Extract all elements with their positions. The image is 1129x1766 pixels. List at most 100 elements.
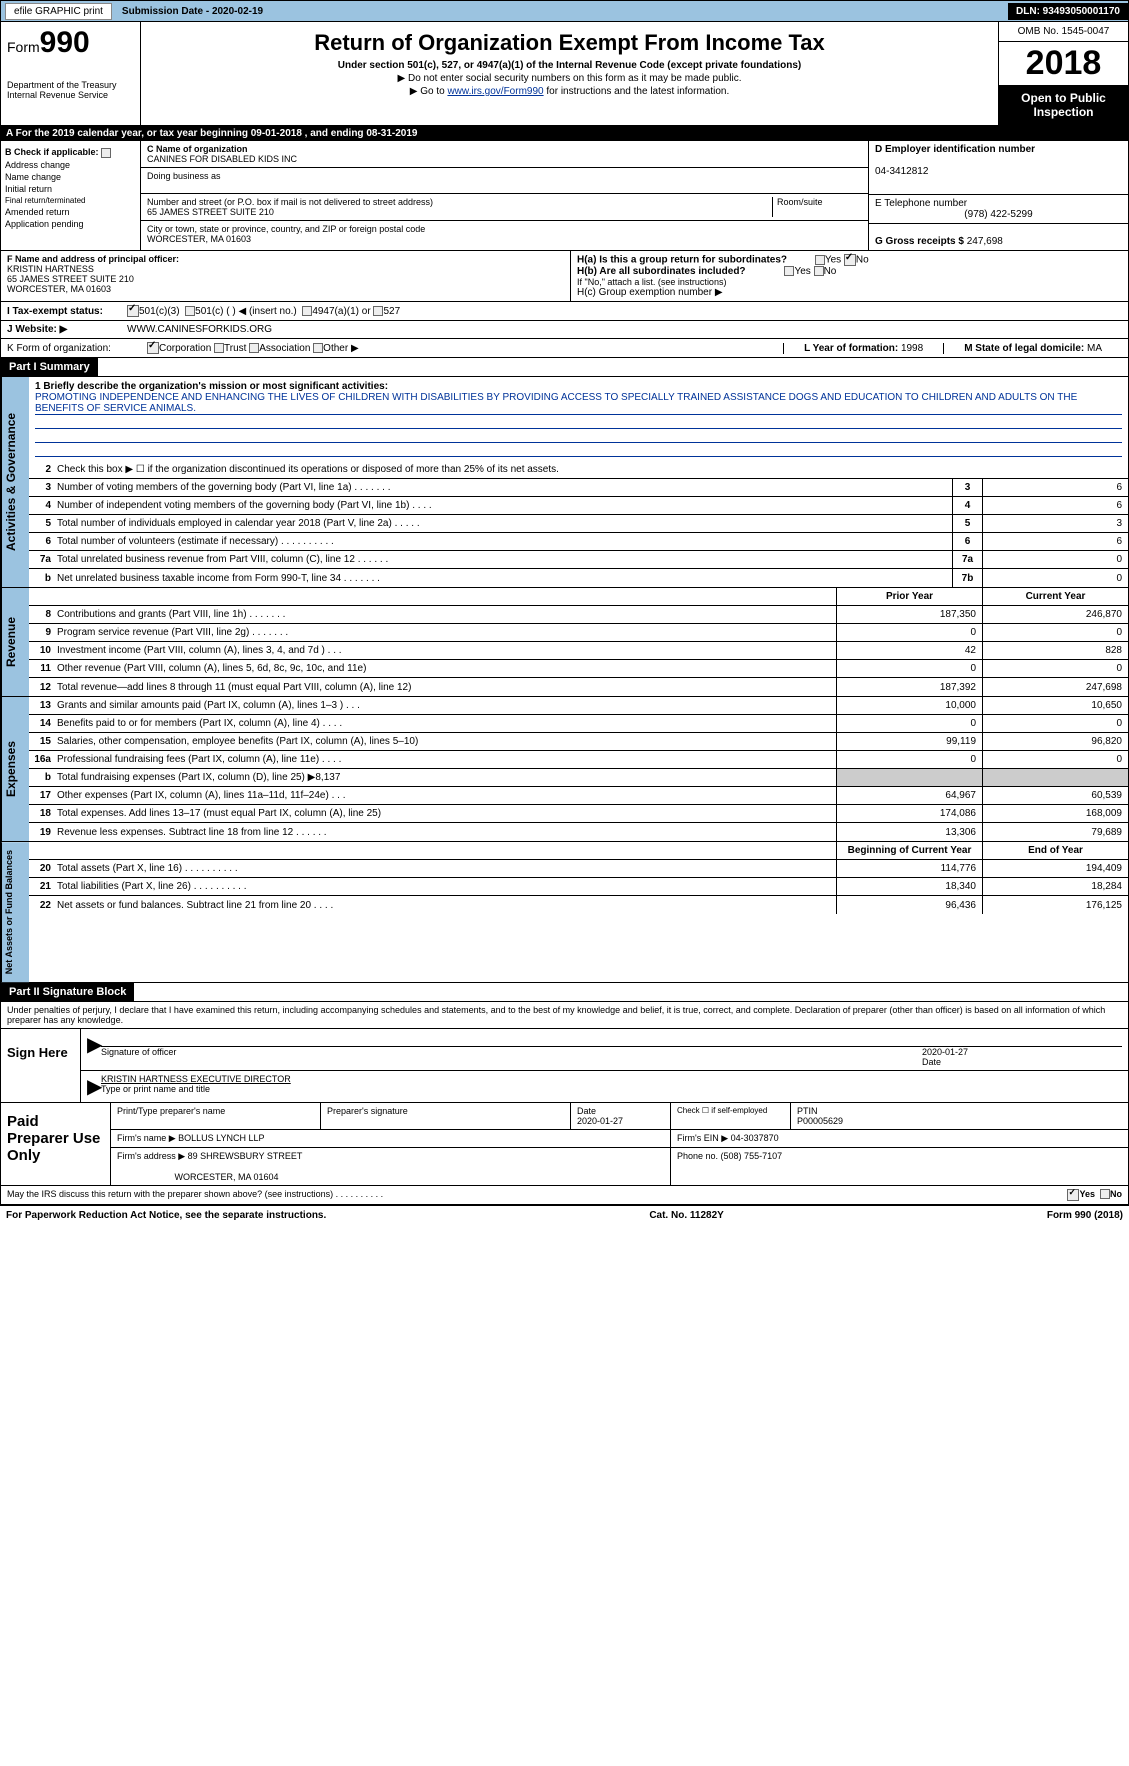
signature-block: Under penalties of perjury, I declare th… — [0, 1002, 1129, 1205]
ha-row: H(a) Is this a group return for subordin… — [577, 254, 1122, 266]
chk-name-change: Name change — [5, 172, 136, 182]
checkbox-icon[interactable] — [784, 266, 794, 276]
table-row: 19Revenue less expenses. Subtract line 1… — [29, 823, 1128, 841]
topbar: efile GRAPHIC print Submission Date - 20… — [0, 0, 1129, 22]
irs-link[interactable]: www.irs.gov/Form990 — [447, 86, 543, 97]
hb-note: If "No," attach a list. (see instruction… — [577, 277, 1122, 287]
checkbox-checked-icon[interactable] — [147, 342, 159, 354]
checkbox-icon[interactable] — [185, 306, 195, 316]
discuss-row: May the IRS discuss this return with the… — [1, 1185, 1128, 1204]
row-a: A For the 2019 calendar year, or tax yea… — [0, 126, 1129, 141]
preparer-row-1: Print/Type preparer's name Preparer's si… — [111, 1103, 1128, 1130]
section-h: H(a) Is this a group return for subordin… — [571, 251, 1128, 301]
part-1-header: Part I Summary — [0, 358, 1129, 377]
table-row: 16aProfessional fundraising fees (Part I… — [29, 751, 1128, 769]
checkbox-icon[interactable] — [313, 343, 323, 353]
chk-initial-return: Initial return — [5, 184, 136, 194]
note-2: ▶ Go to www.irs.gov/Form990 for instruct… — [145, 86, 994, 97]
checkbox-icon[interactable] — [214, 343, 224, 353]
chk-address-change: Address change — [5, 160, 136, 170]
checkbox-checked-icon[interactable] — [844, 254, 856, 266]
dept-label: Department of the Treasury — [7, 80, 134, 90]
footer-right: Form 990 (2018) — [1047, 1210, 1123, 1221]
table-row: 9Program service revenue (Part VIII, lin… — [29, 624, 1128, 642]
principal-officer: F Name and address of principal officer:… — [1, 251, 571, 301]
footer-mid: Cat. No. 11282Y — [649, 1210, 723, 1221]
tel-cell: E Telephone number(978) 422-5299 — [869, 195, 1128, 224]
dba-cell: Doing business as — [141, 168, 868, 194]
checkbox-checked-icon[interactable] — [1067, 1189, 1079, 1201]
mission-block: 1 Briefly describe the organization's mi… — [29, 377, 1128, 461]
table-row: 7aTotal unrelated business revenue from … — [29, 551, 1128, 569]
ein-cell: D Employer identification number04-34128… — [869, 141, 1128, 195]
checkbox-checked-icon[interactable] — [127, 305, 139, 317]
hb-row: H(b) Are all subordinates included? Yes … — [577, 266, 1122, 277]
footer-left: For Paperwork Reduction Act Notice, see … — [6, 1210, 326, 1221]
form-subtitle: Under section 501(c), 527, or 4947(a)(1)… — [145, 60, 994, 71]
table-row: 14Benefits paid to or for members (Part … — [29, 715, 1128, 733]
omb-label: OMB No. 1545-0047 — [999, 22, 1128, 42]
net-assets-section: Net Assets or Fund Balances Beginning of… — [0, 842, 1129, 983]
row-i: I Tax-exempt status: 501(c)(3) 501(c) ( … — [0, 302, 1129, 321]
section-f-h: F Name and address of principal officer:… — [0, 251, 1129, 302]
city-cell: City or town, state or province, country… — [141, 221, 868, 247]
expenses-section: Expenses 13Grants and similar amounts pa… — [0, 697, 1129, 842]
table-row: 5Total number of individuals employed in… — [29, 515, 1128, 533]
form-header: Form990 Department of the Treasury Inter… — [0, 22, 1129, 126]
sign-here-row: Sign Here ▶ Signature of officer 2020-01… — [1, 1028, 1128, 1102]
table-row: bTotal fundraising expenses (Part IX, co… — [29, 769, 1128, 787]
checkbox-icon[interactable] — [249, 343, 259, 353]
address-cell: Number and street (or P.O. box if mail i… — [141, 194, 868, 221]
table-row: 21Total liabilities (Part X, line 26) . … — [29, 878, 1128, 896]
checkbox-icon[interactable] — [373, 306, 383, 316]
table-row: 17Other expenses (Part IX, column (A), l… — [29, 787, 1128, 805]
table-row: 4Number of independent voting members of… — [29, 497, 1128, 515]
part-2-header: Part II Signature Block — [0, 983, 1129, 1002]
checkbox-icon[interactable] — [815, 255, 825, 265]
dln-label: DLN: 93493050001170 — [1008, 3, 1128, 20]
page-footer: For Paperwork Reduction Act Notice, see … — [0, 1205, 1129, 1225]
tax-year: 2018 — [999, 42, 1128, 85]
form-990-label: Form990 — [7, 26, 134, 60]
checkbox-icon[interactable] — [814, 266, 824, 276]
irs-label: Internal Revenue Service — [7, 90, 134, 100]
org-name-cell: C Name of organizationCANINES FOR DISABL… — [141, 141, 868, 168]
efile-print-button[interactable]: efile GRAPHIC print — [5, 3, 112, 20]
table-row: 11Other revenue (Part VIII, column (A), … — [29, 660, 1128, 678]
side-label-ag: Activities & Governance — [1, 377, 29, 587]
header-right: OMB No. 1545-0047 2018 Open to Public In… — [998, 22, 1128, 125]
table-row: 15Salaries, other compensation, employee… — [29, 733, 1128, 751]
table-row: 18Total expenses. Add lines 13–17 (must … — [29, 805, 1128, 823]
officer-sig-line: ▶ Signature of officer 2020-01-27Date — [81, 1029, 1128, 1071]
inspection-label: Open to Public Inspection — [999, 85, 1128, 125]
col-b: B Check if applicable: Address change Na… — [1, 141, 141, 250]
checkbox-icon[interactable] — [302, 306, 312, 316]
table-row: 22Net assets or fund balances. Subtract … — [29, 896, 1128, 914]
header-left: Form990 Department of the Treasury Inter… — [1, 22, 141, 125]
arrow-icon: ▶ — [87, 1032, 101, 1067]
side-label-revenue: Revenue — [1, 588, 29, 696]
arrow-icon: ▶ — [87, 1074, 101, 1099]
side-label-net-assets: Net Assets or Fund Balances — [1, 842, 29, 982]
year-formation: L Year of formation: 1998 — [783, 343, 943, 354]
note-1: ▶ Do not enter social security numbers o… — [145, 73, 994, 84]
submission-label: Submission Date - 2020-02-19 — [116, 6, 269, 17]
table-row: 12Total revenue—add lines 8 through 11 (… — [29, 678, 1128, 696]
side-label-expenses: Expenses — [1, 697, 29, 841]
header-center: Return of Organization Exempt From Incom… — [141, 22, 998, 125]
table-row: 10Investment income (Part VIII, column (… — [29, 642, 1128, 660]
chk-final-return: Final return/terminated — [5, 196, 136, 205]
chk-amended: Amended return — [5, 207, 136, 217]
line-2: 2Check this box ▶ ☐ if the organization … — [29, 461, 1128, 479]
firm-name-row: Firm's name ▶ BOLLUS LYNCH LLP Firm's EI… — [111, 1130, 1128, 1148]
checkbox-icon[interactable] — [101, 148, 111, 158]
table-row: 20Total assets (Part X, line 16) . . . .… — [29, 860, 1128, 878]
revenue-header: Prior YearCurrent Year — [29, 588, 1128, 606]
website-value: WWW.CANINESFORKIDS.ORG — [127, 324, 272, 335]
paid-preparer: Paid Preparer Use Only Print/Type prepar… — [1, 1102, 1128, 1185]
section-bcd: B Check if applicable: Address change Na… — [0, 141, 1129, 251]
sign-here-label: Sign Here — [1, 1029, 81, 1102]
checkbox-icon[interactable] — [1100, 1189, 1110, 1199]
activities-governance: Activities & Governance 1 Briefly descri… — [0, 377, 1129, 588]
col-b-header: B Check if applicable: — [5, 147, 136, 158]
